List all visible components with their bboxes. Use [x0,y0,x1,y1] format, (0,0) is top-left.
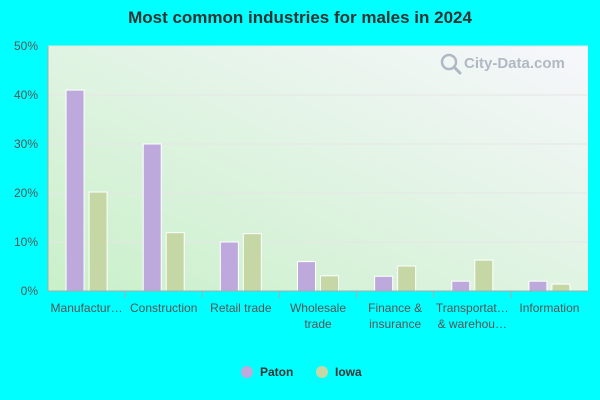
bar-paton[interactable] [65,89,85,292]
bar-iowa[interactable] [397,265,417,292]
bar-paton[interactable] [451,280,471,292]
legend-label: Paton [260,365,293,379]
watermark: City-Data.com [440,53,565,75]
x-tick-label: Information [519,301,579,315]
bar-paton[interactable] [374,275,394,292]
y-tick-label: 20% [14,186,38,200]
chart-title: Most common industries for males in 2024 [128,8,472,27]
bar-iowa[interactable] [165,232,185,292]
bar-iowa[interactable] [551,283,571,292]
bar-iowa[interactable] [474,259,494,292]
search-icon [440,53,462,75]
legend-label: Iowa [335,365,362,379]
legend-swatch [316,366,328,378]
bar-paton[interactable] [219,241,239,292]
x-tick-label: Retail trade [210,301,272,315]
y-tick-label: 50% [14,39,38,53]
bar-paton[interactable] [528,280,548,292]
watermark-text: City-Data.com [464,55,565,72]
y-tick-label: 40% [14,88,38,102]
bar-paton[interactable] [297,261,316,292]
x-tick-label: Manufactur… [51,301,123,315]
bar-paton[interactable] [142,143,162,292]
y-tick-label: 0% [21,284,39,298]
bar-iowa[interactable] [242,233,262,292]
bar-iowa[interactable] [88,191,108,292]
plot-area [48,46,588,291]
x-tick-label: Finance & insurance [368,301,422,331]
legend-item-iowa[interactable]: Iowa [316,365,362,379]
y-tick-label: 30% [14,137,38,151]
bar-iowa[interactable] [320,275,339,292]
x-tick-label: Construction [130,301,197,315]
x-tick-label: Wholesale trade [290,301,346,331]
legend-swatch [241,366,253,378]
legend-item-paton[interactable]: Paton [241,365,293,379]
y-tick-label: 10% [14,235,38,249]
x-tick-label: Transportat… & warehou… [436,301,509,331]
